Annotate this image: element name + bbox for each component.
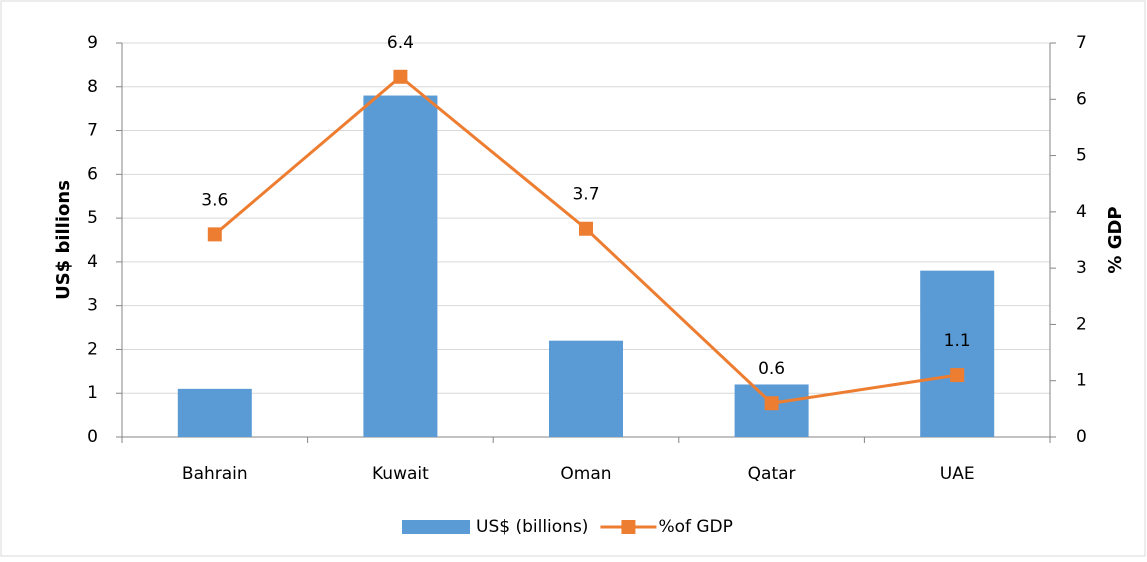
bar: [734, 384, 809, 437]
bar: [363, 95, 438, 438]
y-tick-label: 7: [87, 121, 98, 141]
y2-tick-label: 1: [1076, 371, 1087, 391]
y-tick-label: 0: [87, 427, 98, 447]
x-tick-label: UAE: [940, 464, 975, 484]
y-tick-label: 2: [87, 339, 98, 359]
y2-tick-label: 6: [1076, 89, 1087, 109]
marker: [579, 221, 593, 236]
y-tick-label: 5: [87, 208, 98, 228]
y2-axis-title: % GDP: [1105, 206, 1126, 273]
y2-tick-label: 2: [1076, 314, 1087, 334]
legend-swatch: [402, 520, 470, 534]
x-tick-label: Oman: [560, 464, 611, 484]
y-tick-label: 4: [87, 252, 98, 272]
bar: [177, 388, 252, 437]
y-tick-label: 6: [87, 164, 98, 184]
x-tick-label: Qatar: [748, 464, 796, 484]
y2-tick-label: 7: [1076, 33, 1087, 53]
y-axis-title: US$ billions: [53, 180, 74, 300]
marker: [393, 69, 408, 84]
y-tick-label: 3: [87, 296, 98, 316]
data-label: 0.6: [758, 359, 785, 379]
marker: [764, 396, 779, 411]
bar: [920, 270, 995, 437]
data-label: 6.4: [387, 33, 414, 53]
legend-marker: [621, 520, 636, 534]
y-tick-label: 9: [87, 33, 98, 53]
data-label: 3.7: [572, 185, 599, 205]
marker: [950, 368, 965, 383]
marker: [207, 227, 222, 242]
legend-label: %of GDP: [658, 517, 732, 537]
y-tick-label: 8: [87, 77, 98, 97]
y2-tick-label: 5: [1076, 146, 1087, 166]
data-label: 3.6: [201, 190, 228, 210]
y-tick-label: 1: [87, 383, 98, 403]
y2-tick-label: 0: [1076, 427, 1087, 447]
x-tick-label: Bahrain: [182, 464, 248, 484]
x-tick-label: Kuwait: [372, 464, 429, 484]
y2-tick-label: 4: [1076, 202, 1087, 222]
bar: [549, 340, 623, 437]
data-label: 1.1: [944, 331, 971, 351]
y2-tick-label: 3: [1076, 258, 1087, 278]
legend-label: US$ (billions): [476, 517, 588, 537]
